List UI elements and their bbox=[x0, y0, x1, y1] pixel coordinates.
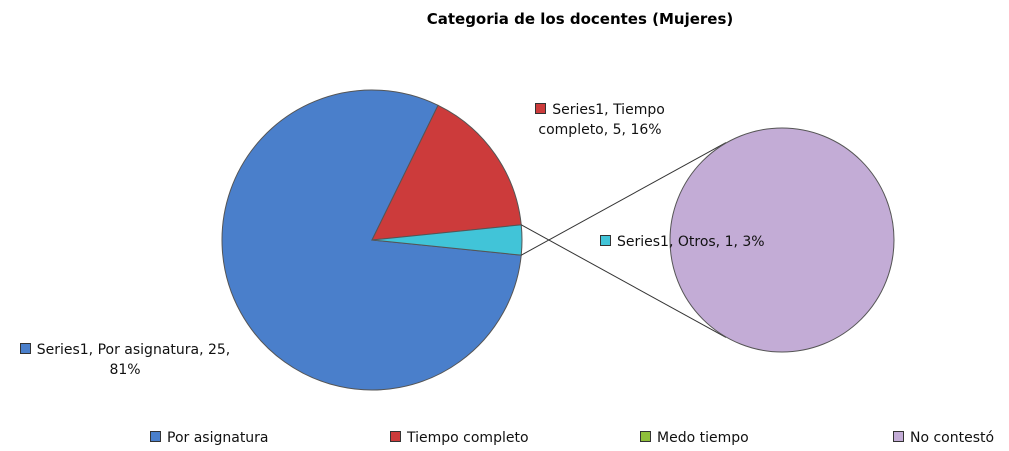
label-marker bbox=[19, 343, 31, 354]
label-marker bbox=[600, 235, 611, 246]
label-marker bbox=[535, 103, 547, 114]
label-text: Medo tiempo bbox=[657, 430, 749, 446]
label-text: Series1, Otros, 1, 3% bbox=[617, 234, 765, 250]
label-text: Tiempo completo bbox=[407, 430, 529, 446]
legend-entry: Tiempo completo bbox=[390, 428, 529, 448]
label-text: Series1, Tiempo completo, 5, 16% bbox=[538, 102, 665, 138]
label-marker bbox=[390, 431, 401, 442]
legend-entry: Medo tiempo bbox=[640, 428, 749, 448]
label-marker bbox=[893, 431, 904, 442]
pie-slice bbox=[371, 104, 522, 241]
label-text: Por asignatura bbox=[167, 430, 269, 446]
data-label: Series1, Otros, 1, 3% bbox=[600, 232, 840, 252]
label-marker bbox=[640, 431, 651, 442]
pie-slice bbox=[669, 127, 895, 353]
connector-line bbox=[520, 224, 727, 338]
legend-entry: Por asignatura bbox=[150, 428, 269, 448]
legend-entry: No contestó bbox=[893, 428, 994, 448]
data-label: Series1, Tiempo completo, 5, 16% bbox=[505, 100, 695, 140]
chart-title: Categoria de los docentes (Mujeres) bbox=[426, 10, 734, 28]
label-text: No contestó bbox=[910, 430, 995, 446]
label-text: Series1, Por asignatura, 25, 81% bbox=[36, 342, 231, 378]
label-marker bbox=[150, 431, 161, 442]
connector-line bbox=[520, 142, 727, 256]
data-label: Series1, Por asignatura, 25, 81% bbox=[10, 340, 240, 380]
